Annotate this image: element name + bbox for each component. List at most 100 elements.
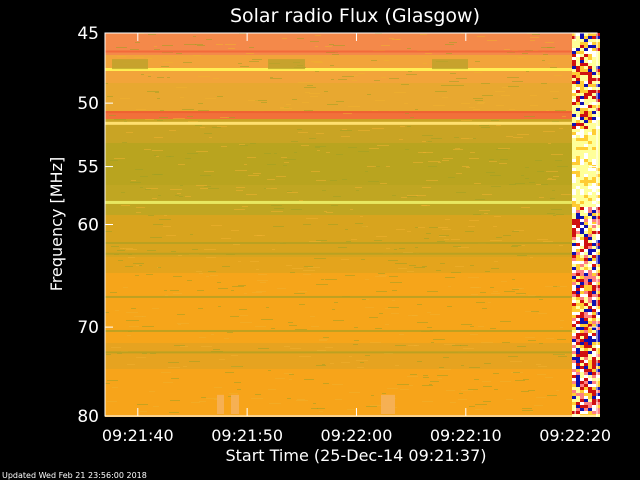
spectrum-row [105, 103, 572, 105]
noise-cell [580, 360, 584, 363]
noise-cell [588, 267, 592, 270]
spectrum-speckle [127, 364, 135, 365]
spectrum-speckle [453, 246, 461, 247]
noise-cell [592, 378, 596, 381]
noise-cell [576, 45, 580, 48]
noise-cell [576, 42, 580, 45]
spectrum-row [105, 143, 572, 145]
noise-cell [572, 153, 576, 156]
spectrum-row [105, 49, 572, 51]
noise-cell [584, 57, 588, 60]
spectrum-row [105, 305, 572, 307]
spectrum-speckle [439, 369, 451, 370]
noise-cell [572, 258, 576, 261]
spectrum-speckle [158, 267, 161, 268]
noise-cell [596, 216, 600, 219]
noise-cell [584, 204, 588, 207]
spectrum-speckle [177, 323, 189, 324]
spectrum-speckle [367, 94, 371, 95]
noise-cell [588, 375, 592, 378]
spectrum-speckle [170, 189, 182, 190]
noise-cell [588, 240, 592, 243]
spectrum-speckle [277, 288, 286, 289]
spectrum-speckle [426, 233, 431, 234]
noise-cell [584, 363, 588, 366]
noise-cell [572, 126, 576, 129]
spectrum-speckle [418, 227, 425, 228]
noise-cell [584, 303, 588, 306]
spectrum-speckle [546, 110, 549, 111]
noise-cell [592, 126, 596, 129]
noise-cell [580, 141, 584, 144]
spectrum-speckle [500, 381, 511, 382]
noise-cell [576, 57, 580, 60]
spectrum-speckle [283, 165, 287, 166]
spectrum-speckle [493, 226, 497, 227]
spectrum-speckle [123, 248, 133, 249]
spectrum-row [105, 115, 572, 117]
noise-cell [588, 303, 592, 306]
noise-cell [596, 96, 600, 99]
spectrum-speckle [407, 271, 414, 272]
spectrum-speckle [176, 53, 182, 54]
noise-cell [584, 270, 588, 273]
noise-cell [576, 207, 580, 210]
noise-cell [596, 117, 600, 120]
noise-cell [580, 144, 584, 147]
spectrum-speckle [118, 260, 123, 261]
noise-cell [584, 327, 588, 330]
spectrum-speckle [231, 355, 238, 356]
spectrum-speckle [536, 184, 541, 185]
noise-cell [596, 72, 600, 75]
spectrum-speckle [379, 275, 387, 276]
noise-cell [596, 129, 600, 132]
spectrum-speckle [469, 220, 479, 221]
spectrum-speckle [553, 354, 565, 355]
noise-cell [584, 36, 588, 39]
noise-cell [592, 42, 596, 45]
spectrum-speckle [345, 229, 348, 230]
chart-title: Solar radio Flux (Glasgow) [230, 5, 480, 27]
spectrum-speckle [479, 125, 489, 126]
noise-cell [596, 162, 600, 165]
noise-cell [592, 48, 596, 51]
spectrum-speckle [381, 45, 390, 46]
spectrum-speckle [246, 53, 254, 54]
noise-cell [588, 171, 592, 174]
noise-cell [572, 147, 576, 150]
spectrum-speckle [142, 353, 147, 354]
spectrum-row [105, 119, 572, 121]
noise-cell [588, 369, 592, 372]
spectrum-speckle [430, 381, 439, 382]
noise-cell [576, 108, 580, 111]
spectrum-speckle [543, 131, 555, 132]
spectrum-speckle [518, 57, 524, 58]
noise-cell [580, 135, 584, 138]
spectrum-row [105, 395, 572, 397]
spectrum-row [105, 207, 572, 209]
noise-cell [588, 300, 592, 303]
spectrum-speckle [126, 132, 133, 133]
noise-cell [576, 369, 580, 372]
noise-cell [592, 342, 596, 345]
noise-cell [580, 267, 584, 270]
spectrum-speckle [345, 275, 355, 276]
noise-cell [588, 177, 592, 180]
spectrum-speckle [407, 195, 418, 196]
spectrum-speckle [167, 77, 170, 78]
spectrum-row [105, 235, 572, 237]
spectrum-row [105, 105, 572, 107]
spectrum-speckle [408, 345, 419, 346]
spectrum-speckle [227, 332, 233, 333]
noise-cell [576, 402, 580, 405]
spectrum-speckle [389, 276, 398, 277]
spectrum-row [105, 387, 572, 389]
noise-cell [584, 294, 588, 297]
spectrum-speckle [180, 97, 184, 98]
noise-cell [576, 231, 580, 234]
spectrum-speckle [219, 359, 225, 360]
noise-cell [576, 330, 580, 333]
spectrum-speckle [490, 175, 501, 176]
spectrum-speckle [535, 160, 542, 161]
noise-cell [592, 348, 596, 351]
